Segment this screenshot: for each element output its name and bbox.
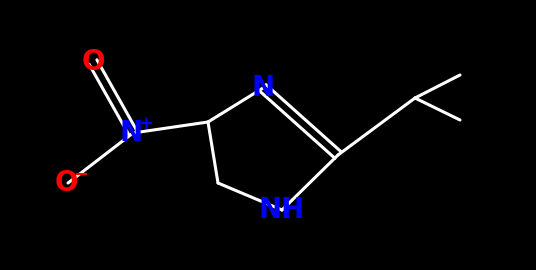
Text: NH: NH	[259, 196, 305, 224]
Text: N: N	[251, 74, 274, 102]
Text: +: +	[138, 115, 153, 133]
Text: −: −	[73, 166, 88, 184]
Text: O: O	[54, 169, 78, 197]
Text: O: O	[81, 48, 105, 76]
Text: N: N	[120, 119, 143, 147]
